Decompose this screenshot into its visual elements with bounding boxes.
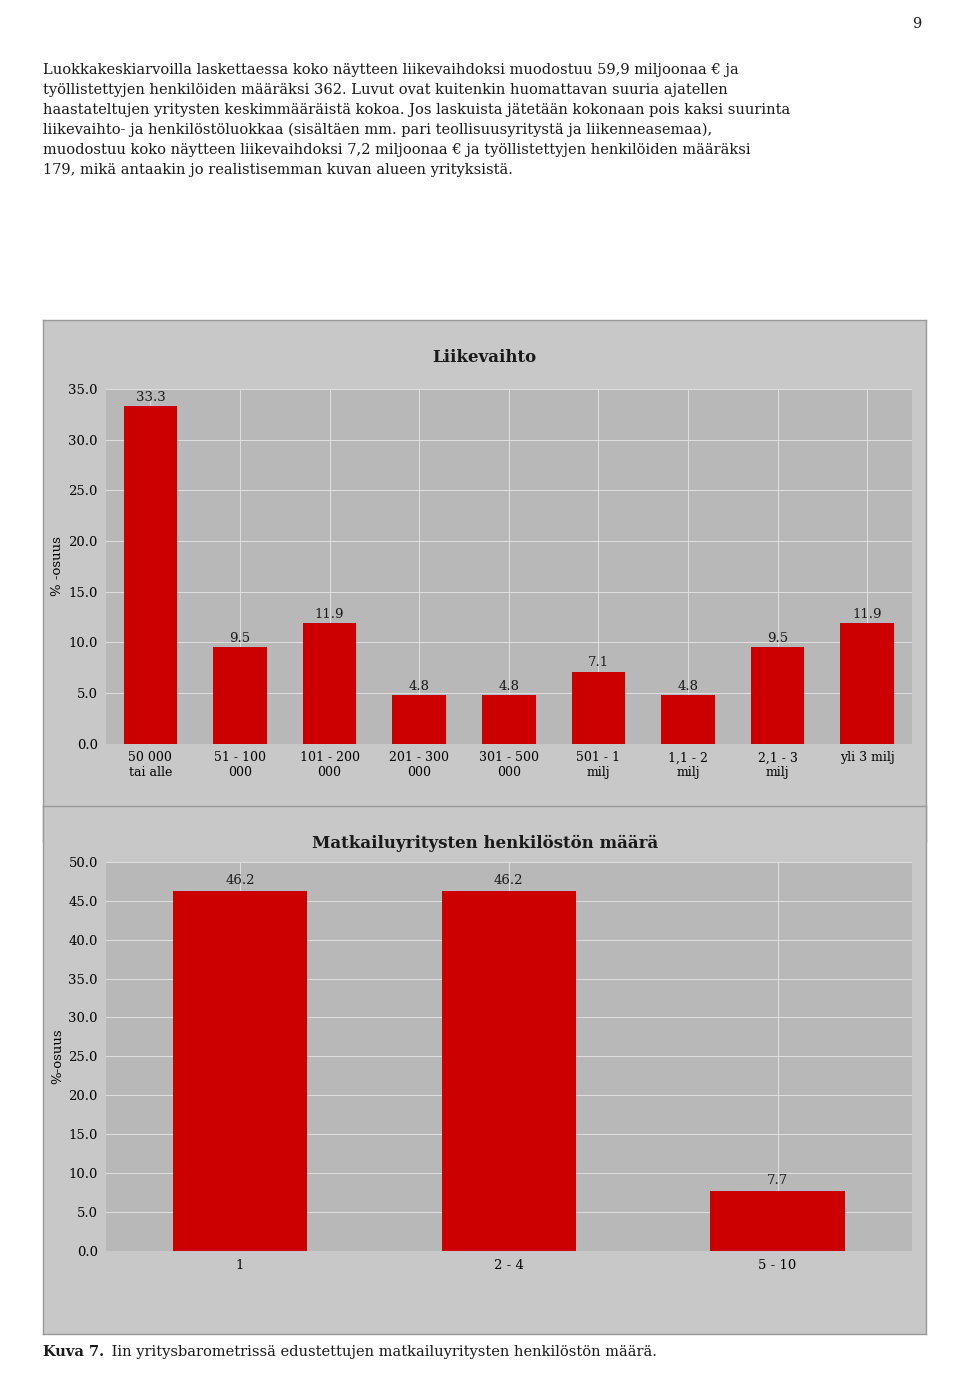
Text: Kuva 6.: Kuva 6. — [43, 855, 105, 869]
Text: Luokkakeskiarvoilla laskettaessa koko näytteen liikevaihdoksi muodostuu 59,9 mil: Luokkakeskiarvoilla laskettaessa koko nä… — [43, 63, 790, 178]
Bar — [840, 623, 894, 744]
Text: Liikevaihto: Liikevaihto — [433, 349, 537, 366]
Bar — [482, 695, 536, 744]
Text: 11.9: 11.9 — [852, 607, 882, 620]
Text: 46.2: 46.2 — [226, 874, 254, 887]
Bar — [661, 695, 715, 744]
Y-axis label: % -osuus: % -osuus — [51, 537, 64, 596]
Text: Kun tarkastellaan pelkkiä matkailuyrityksiä, on tavallisin liikevaihtoluokka all: Kun tarkastellaan pelkkiä matkailuyrityk… — [43, 890, 732, 984]
Text: 4.8: 4.8 — [678, 680, 699, 692]
Y-axis label: %-osuus: %-osuus — [51, 1029, 64, 1084]
Text: 9: 9 — [912, 17, 922, 31]
Text: 9.5: 9.5 — [229, 632, 251, 645]
Text: 7.7: 7.7 — [767, 1175, 788, 1187]
Text: 9.5: 9.5 — [767, 632, 788, 645]
Bar — [393, 695, 446, 744]
Text: 11.9: 11.9 — [315, 607, 345, 620]
Text: Iin yritysbarometrissä edustettujen yritysten liikevaihtojakauma.: Iin yritysbarometrissä edustettujen yrit… — [107, 855, 594, 869]
Bar — [302, 623, 356, 744]
Bar — [124, 406, 178, 744]
Text: 7.1: 7.1 — [588, 656, 609, 669]
Text: Iin yritysbarometrissä edustettujen matkailuyritysten henkilöstön määrä.: Iin yritysbarometrissä edustettujen matk… — [107, 1344, 657, 1358]
Bar — [710, 1191, 845, 1251]
Text: 46.2: 46.2 — [494, 874, 523, 887]
Bar — [213, 648, 267, 744]
Bar — [442, 891, 576, 1251]
Text: 4.8: 4.8 — [498, 680, 519, 692]
Text: 33.3: 33.3 — [135, 391, 165, 404]
Text: Kuva 7.: Kuva 7. — [43, 1344, 105, 1358]
Text: Matkailuyritysten henkilöstön määrä: Matkailuyritysten henkilöstön määrä — [312, 835, 658, 852]
Bar — [751, 648, 804, 744]
Bar — [571, 671, 625, 744]
Bar — [173, 891, 307, 1251]
Text: 4.8: 4.8 — [409, 680, 430, 692]
